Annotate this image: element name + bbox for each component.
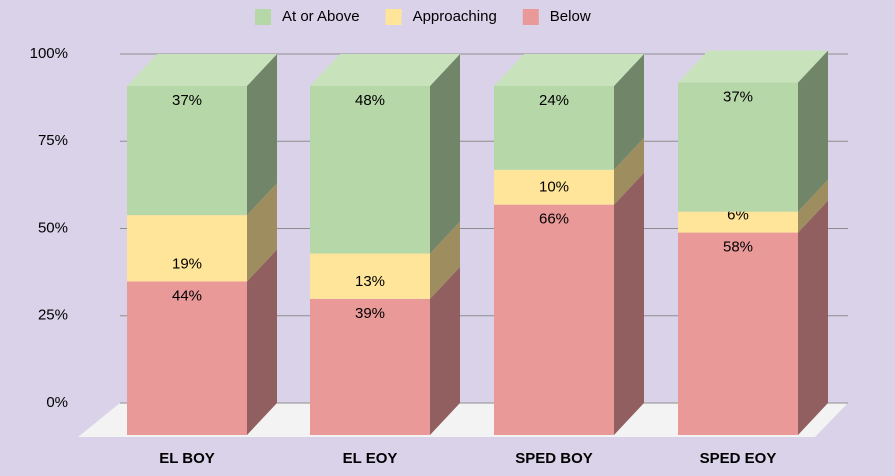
x-tick-label: SPED BOY: [515, 450, 593, 467]
data-label: 24%: [539, 92, 569, 109]
data-label: 66%: [539, 211, 569, 228]
data-label: 13%: [355, 273, 385, 290]
data-label: 10%: [539, 179, 569, 196]
bar: [127, 215, 247, 282]
x-tick-label: SPED EOY: [700, 450, 777, 467]
legend-label: Approaching: [413, 8, 497, 25]
data-label: 37%: [723, 88, 753, 105]
bar-side: [247, 249, 277, 435]
data-label: 19%: [172, 255, 202, 272]
bar-side: [430, 221, 460, 299]
legend-swatch: [385, 9, 402, 25]
legend-label: Below: [550, 8, 591, 25]
bar: [494, 86, 614, 170]
bar: [678, 211, 798, 233]
data-label: 58%: [723, 239, 753, 256]
x-tick-label: EL BOY: [159, 450, 215, 467]
bar: [494, 169, 614, 205]
bar: [310, 298, 430, 435]
bar: [494, 204, 614, 435]
legend-swatch: [255, 9, 271, 25]
floor: [78, 403, 848, 437]
y-tick-label: 25%: [38, 307, 68, 324]
y-tick-label: 0%: [46, 394, 68, 411]
bar-side: [614, 172, 644, 435]
bar-side: [430, 54, 460, 254]
bar-side: [614, 137, 644, 205]
bar-side: [798, 200, 828, 435]
bar: [678, 82, 798, 212]
bar-top: [678, 50, 828, 83]
data-label: 44%: [172, 287, 202, 304]
x-tick-label: EL EOY: [343, 450, 398, 467]
y-tick-label: 50%: [38, 219, 68, 236]
data-label: 48%: [355, 92, 385, 109]
bar: [127, 281, 247, 435]
legend-swatch: [522, 9, 539, 25]
bar-side: [798, 179, 828, 233]
y-tick-label: 75%: [38, 132, 68, 149]
bar-top: [494, 54, 644, 86]
bar-side: [247, 54, 277, 216]
bar: [678, 232, 798, 435]
bar-side: [430, 266, 460, 435]
bar: [310, 253, 430, 299]
y-tick-label: 100%: [30, 45, 68, 62]
bar-side: [798, 50, 828, 212]
bar-top: [127, 54, 277, 86]
legend-label: At or Above: [282, 8, 360, 25]
data-label: 37%: [172, 92, 202, 109]
bar-side: [614, 54, 644, 170]
bar: [310, 86, 430, 254]
data-label: 39%: [355, 305, 385, 322]
bar-side: [247, 183, 277, 282]
bar: [127, 86, 247, 216]
bar-top: [310, 54, 460, 86]
